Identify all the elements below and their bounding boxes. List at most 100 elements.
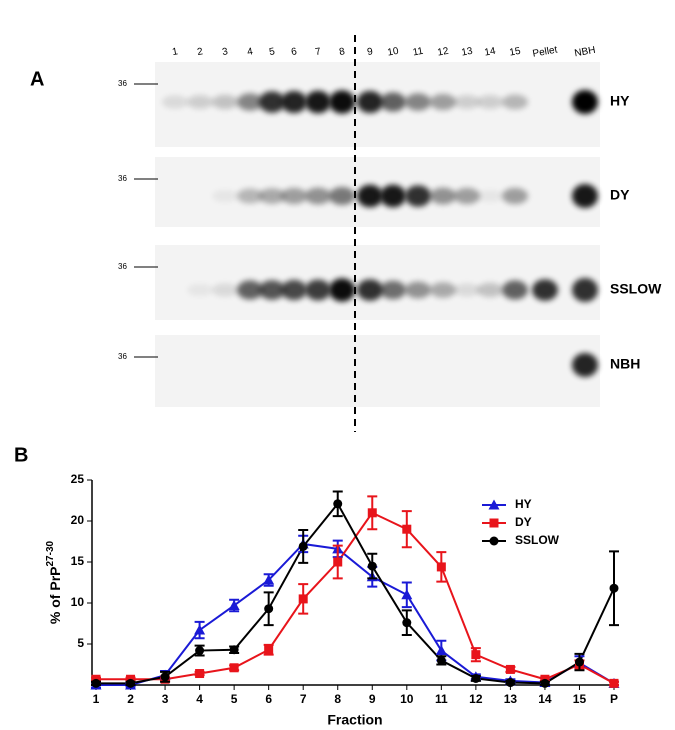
lane-label: 6 [290, 46, 298, 58]
point [263, 574, 275, 585]
band [305, 187, 331, 205]
point [126, 678, 136, 688]
band [430, 187, 456, 205]
band [281, 90, 307, 114]
point [402, 524, 412, 534]
series-line [96, 542, 615, 686]
band [477, 282, 503, 298]
band [357, 279, 383, 301]
band [380, 92, 406, 112]
band [259, 280, 285, 300]
series-line [96, 511, 615, 685]
band [305, 279, 331, 301]
point [195, 669, 205, 679]
point [194, 624, 206, 635]
x-axis-title: Fraction [327, 712, 382, 728]
row-label: HY [610, 93, 630, 109]
lane-label: Pellet [532, 45, 559, 60]
point [160, 672, 170, 682]
lane-label: 7 [314, 46, 322, 58]
x-tick-label: 14 [538, 692, 552, 706]
band [532, 279, 558, 301]
point [435, 645, 447, 656]
x-tick-label: 11 [435, 692, 448, 706]
x-tick-label: 2 [127, 692, 134, 706]
lane-label: 2 [196, 46, 204, 58]
band [405, 281, 431, 299]
point [367, 508, 377, 518]
band [162, 95, 188, 109]
y-axis-title: % of PrP27-30 [45, 540, 63, 624]
lane-label: 8 [338, 46, 346, 58]
band [305, 90, 331, 114]
x-tick-label: 15 [573, 692, 587, 706]
x-tick-label: 12 [469, 692, 483, 706]
x-tick-label: 13 [504, 692, 518, 706]
lane-label: 1 [171, 46, 179, 58]
band [572, 353, 598, 377]
point [574, 657, 584, 667]
point [488, 499, 500, 510]
band [572, 90, 598, 114]
x-tick-label: 10 [400, 692, 414, 706]
band [212, 94, 238, 110]
y-tick-label: 5 [77, 636, 84, 650]
x-tick-label: 6 [265, 692, 272, 706]
band [380, 184, 406, 208]
x-tick-label: 1 [93, 692, 100, 706]
y-tick-label: 20 [71, 513, 85, 527]
point [505, 664, 515, 674]
lane-label: 12 [437, 46, 450, 59]
lane-label: 3 [221, 46, 229, 58]
band [405, 185, 431, 207]
point [505, 678, 515, 688]
band [237, 188, 263, 204]
band [329, 278, 355, 302]
x-tick-label: 7 [300, 692, 307, 706]
band [237, 280, 263, 300]
band [430, 282, 456, 298]
point [229, 645, 239, 655]
series-line [96, 501, 615, 685]
point [333, 499, 343, 509]
point [298, 594, 308, 604]
x-tick-label: 9 [369, 692, 376, 706]
band [187, 95, 213, 109]
band [430, 93, 456, 111]
band [259, 91, 285, 113]
panel-a-label: A [30, 68, 44, 90]
y-tick-label: 25 [71, 472, 85, 486]
legend-label: DY [515, 515, 532, 529]
y-tick-label: 15 [71, 554, 85, 568]
blot [155, 335, 600, 407]
marker-label: 36 [118, 352, 127, 361]
point [91, 678, 101, 688]
point [228, 599, 240, 610]
y-axis-title-main: % of PrP [47, 567, 63, 625]
y-tick-label: 10 [71, 595, 85, 609]
band [572, 184, 598, 208]
band [405, 93, 431, 111]
point [471, 673, 481, 683]
band [502, 280, 528, 300]
point [436, 562, 446, 572]
point [367, 561, 377, 571]
lane-label: 10 [387, 46, 400, 59]
point [609, 583, 619, 593]
point [264, 604, 274, 614]
lane-label: 15 [509, 46, 522, 59]
legend-label: SSLOW [515, 533, 560, 547]
band [572, 278, 598, 302]
band [357, 90, 383, 114]
point [436, 655, 446, 665]
band [380, 280, 406, 300]
lane-label: 4 [246, 46, 254, 58]
point [609, 678, 619, 688]
x-tick-label: 5 [231, 692, 238, 706]
band [281, 279, 307, 301]
point [401, 589, 413, 600]
lane-label: 5 [268, 46, 276, 58]
row-label: NBH [610, 356, 640, 372]
lane-label: NBH [574, 45, 597, 60]
